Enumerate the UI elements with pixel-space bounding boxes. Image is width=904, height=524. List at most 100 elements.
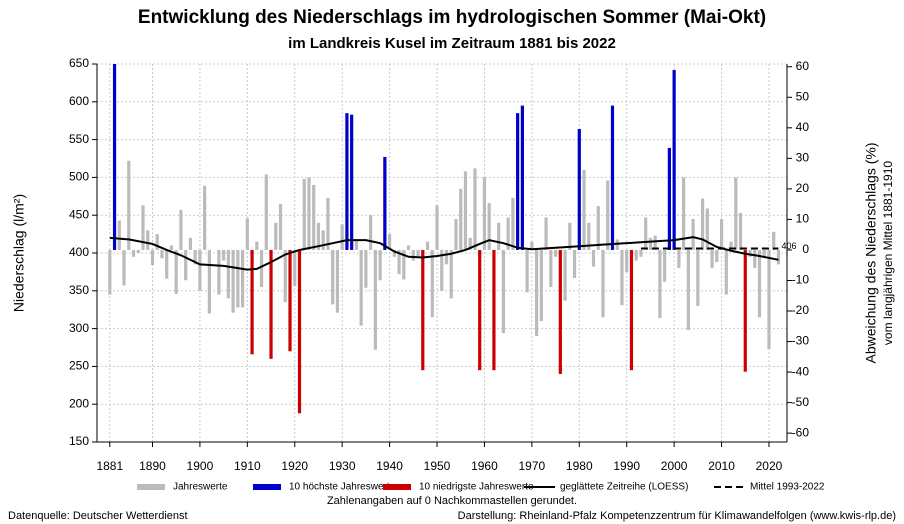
bar <box>193 249 197 265</box>
y2-tick-label: 50 <box>796 89 810 103</box>
bar <box>169 245 174 250</box>
x-tick-label: 1960 <box>471 459 498 473</box>
bar <box>411 249 415 261</box>
bar <box>293 249 297 287</box>
bar <box>558 249 562 374</box>
y2-tick-label: 0 <box>802 242 809 256</box>
bar <box>658 249 662 319</box>
bar <box>179 209 183 250</box>
bar <box>606 180 610 250</box>
bar <box>331 249 335 305</box>
bar <box>653 235 657 250</box>
bar <box>762 249 766 259</box>
y2-tick-label: -20 <box>792 303 810 317</box>
bar <box>259 249 264 288</box>
bar <box>719 218 724 250</box>
bar <box>136 249 140 253</box>
bar <box>364 249 368 288</box>
bar <box>373 249 377 350</box>
bar <box>278 203 283 250</box>
bar <box>639 249 643 257</box>
bar <box>359 249 363 326</box>
bar <box>321 230 325 250</box>
bar <box>188 237 193 250</box>
x-tick-label: 1881 <box>96 459 123 473</box>
bar <box>425 241 430 250</box>
bar <box>354 239 359 250</box>
bar <box>160 249 164 259</box>
bar <box>127 160 131 250</box>
bar <box>112 64 117 250</box>
y-tick-label: 600 <box>69 94 89 108</box>
bar <box>520 105 524 250</box>
bar <box>345 113 349 250</box>
y-tick-label: 250 <box>69 359 89 373</box>
source: Datenquelle: Deutscher Wetterdienst <box>8 510 188 522</box>
mean-label: 406 <box>781 241 796 251</box>
bar <box>326 197 330 250</box>
bar <box>724 249 728 295</box>
bar <box>307 177 311 250</box>
bar <box>596 206 600 250</box>
x-tick-label: 1890 <box>139 459 166 473</box>
bar <box>497 222 501 250</box>
bar <box>217 249 221 295</box>
bar <box>430 249 434 318</box>
bar <box>516 113 520 250</box>
bar <box>122 249 126 286</box>
bar <box>525 249 529 293</box>
legend-label: 10 höchste Jahreswerte <box>289 482 396 493</box>
bar <box>288 249 292 352</box>
bar <box>198 249 202 291</box>
bar <box>530 241 534 250</box>
bar <box>577 129 581 250</box>
chart-title: Entwicklung des Niederschlags im hydrolo… <box>138 7 766 28</box>
bar <box>487 203 491 250</box>
y-tick-label: 650 <box>69 56 89 70</box>
y-tick-label: 200 <box>69 396 89 410</box>
bar <box>700 198 705 250</box>
bar <box>753 249 757 269</box>
bar <box>710 249 714 269</box>
bar <box>406 245 411 250</box>
bar <box>672 70 676 250</box>
bar <box>449 249 453 299</box>
bar <box>108 249 112 295</box>
bar <box>165 249 169 279</box>
bar <box>482 177 487 250</box>
bar <box>572 249 577 278</box>
y-tick-label: 500 <box>69 170 89 184</box>
bar <box>549 249 553 288</box>
bar <box>454 218 458 250</box>
bar <box>625 249 629 272</box>
x-tick-label: 2010 <box>708 459 735 473</box>
bar <box>663 249 667 282</box>
bar <box>255 241 259 250</box>
bar <box>634 249 638 261</box>
bar <box>587 222 591 250</box>
bar <box>468 237 472 250</box>
bar <box>274 222 278 250</box>
bar <box>601 249 605 318</box>
x-tick-label: 1950 <box>424 459 451 473</box>
bar <box>459 188 463 250</box>
y-tick-label: 450 <box>69 207 89 221</box>
x-tick-label: 1990 <box>613 459 640 473</box>
plot-area <box>108 64 781 414</box>
bar <box>117 220 121 250</box>
bar <box>240 249 245 308</box>
x-tick-label: 2000 <box>661 459 688 473</box>
bar <box>231 249 235 313</box>
y-tick-label: 350 <box>69 283 89 297</box>
legend-label: Jahreswerte <box>173 482 228 493</box>
bar <box>155 234 159 250</box>
bar <box>245 218 249 250</box>
bar <box>705 208 709 250</box>
bar <box>378 249 382 281</box>
bar <box>729 241 733 250</box>
bar <box>146 230 150 250</box>
bar <box>312 184 316 250</box>
y-tick-label: 150 <box>69 434 89 448</box>
bar <box>369 215 373 250</box>
